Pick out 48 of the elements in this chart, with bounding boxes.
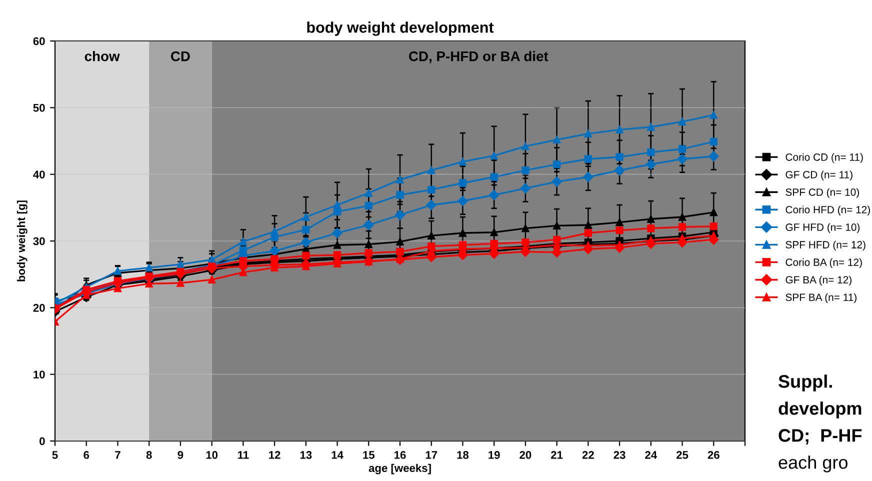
- band-label: CD: [170, 51, 190, 62]
- legend-label: SPF CD (n= 10): [786, 188, 859, 198]
- legend-label: SPF BA (n= 11): [786, 293, 856, 304]
- x-tick-label: 23: [614, 451, 626, 459]
- x-tick-label: 11: [238, 451, 249, 459]
- text: CD; P-HF: [778, 429, 862, 444]
- y-tick-label: 40: [33, 170, 45, 178]
- x-tick-label: 5: [52, 451, 58, 459]
- x-tick-label: 6: [84, 451, 90, 459]
- legend-label: Corio HFD (n= 12): [786, 206, 870, 216]
- band-label: CD, P-HFD or BA diet: [409, 51, 548, 64]
- text: each gro: [778, 456, 848, 472]
- x-tick-label: 17: [426, 451, 438, 459]
- y-tick-label: 50: [33, 104, 45, 112]
- text: Suppl.: [778, 374, 832, 392]
- y-tick-label: 20: [33, 304, 45, 312]
- x-axis-title: age [weeks]: [368, 464, 431, 474]
- x-tick-label: 14: [332, 451, 344, 459]
- y-tick-label: 60: [33, 37, 45, 46]
- y-tick-label: 0: [40, 437, 45, 446]
- x-tick-label: 21: [551, 451, 563, 459]
- x-tick-label: 13: [300, 451, 312, 459]
- x-tick-label: 26: [708, 451, 720, 459]
- legend-label: GF HFD (n= 10): [786, 223, 860, 233]
- x-tick-label: 16: [394, 451, 406, 459]
- x-tick-label: 22: [582, 451, 594, 459]
- band-label: chow: [84, 51, 120, 62]
- x-tick-label: 8: [146, 451, 152, 459]
- x-tick-label: 24: [645, 451, 658, 459]
- text: developm: [778, 402, 862, 418]
- y-tick-label: 10: [34, 370, 45, 378]
- x-tick-label: 10: [206, 451, 218, 459]
- x-tick-label: 18: [457, 451, 469, 459]
- legend-label: Corio BA (n= 12): [786, 258, 862, 268]
- x-tick-label: 19: [488, 451, 500, 459]
- y-axis-title: body weight [g]: [16, 200, 28, 282]
- x-tick-label: 20: [520, 451, 532, 459]
- x-tick-label: 25: [676, 451, 688, 459]
- chart-title: body weight development: [307, 22, 494, 36]
- x-tick-label: 7: [115, 451, 120, 459]
- x-tick-label: 15: [363, 451, 375, 459]
- y-tick-label: 30: [33, 237, 45, 246]
- x-tick-label: 12: [269, 451, 280, 459]
- x-tick-label: 9: [178, 451, 184, 459]
- legend-label: SPF HFD (n= 12): [786, 240, 866, 250]
- legend-label: GF CD (n= 11): [786, 170, 852, 180]
- legend-label: GF BA (n= 12): [786, 276, 852, 286]
- legend-label: Corio CD (n= 11): [786, 153, 863, 163]
